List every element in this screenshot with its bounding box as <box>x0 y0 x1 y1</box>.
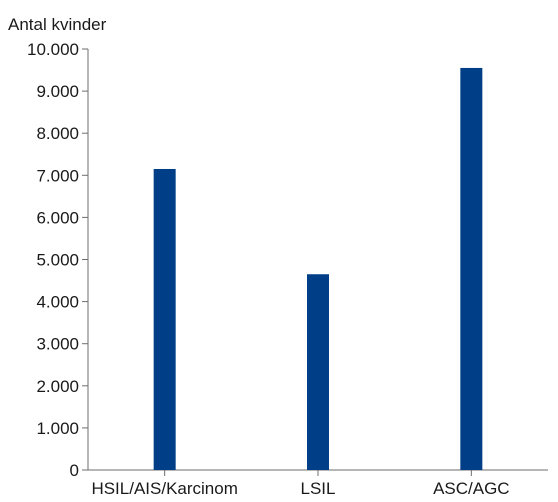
y-tick-label: 8.000 <box>36 124 79 143</box>
x-tick-label: LSIL <box>301 479 336 498</box>
y-axis: 0 1.000 2.000 3.000 4.000 5.000 6.000 7.000 8.00… <box>27 40 89 480</box>
y-axis-title: Antal kvinder <box>8 15 107 34</box>
y-tick-label: 5.000 <box>36 251 79 270</box>
bars <box>153 67 483 471</box>
bar <box>307 274 329 470</box>
x-tick-label: ASC/AGC <box>433 479 510 498</box>
y-tick-label: 9.000 <box>36 82 79 101</box>
bar <box>460 67 483 470</box>
y-tick-label: 2.000 <box>36 377 79 396</box>
y-tick-label: 10.000 <box>27 40 79 59</box>
y-tick-label: 1.000 <box>36 419 79 438</box>
bar <box>153 168 176 471</box>
y-tick-label: 3.000 <box>36 335 79 354</box>
x-tick-label: HSIL/AIS/Karcinom <box>91 479 237 498</box>
y-tick-label: 0 <box>70 461 79 480</box>
x-axis: HSIL/AIS/Karcinom LSIL ASC/AGC <box>88 469 548 498</box>
y-tick-label: 7.000 <box>36 166 79 185</box>
y-tick-label: 6.000 <box>36 208 79 227</box>
y-tick-label: 4.000 <box>36 293 79 312</box>
